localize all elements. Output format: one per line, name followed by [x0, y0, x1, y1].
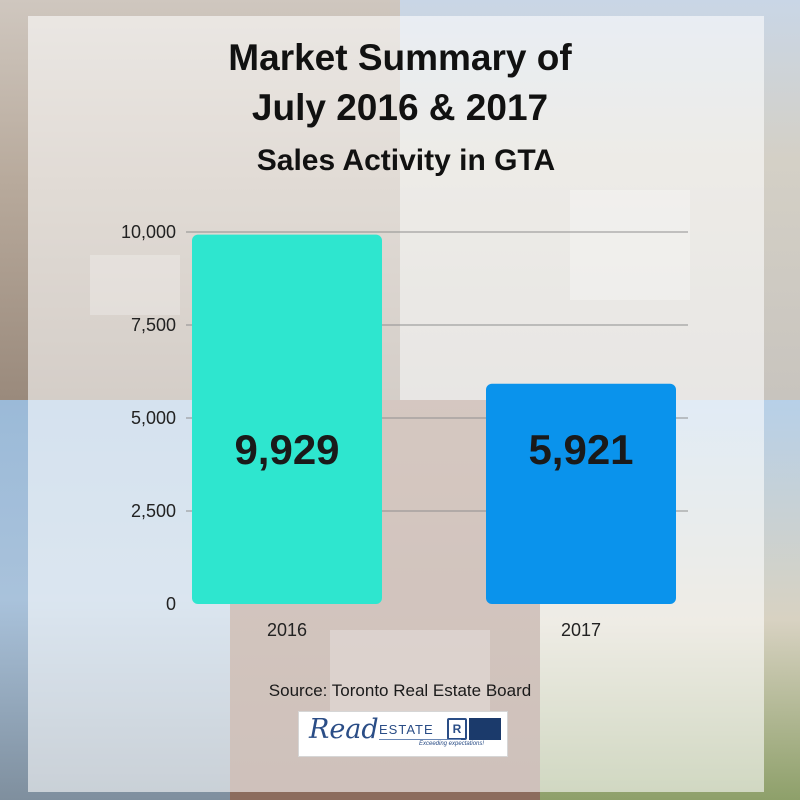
page-title-line-1: Market Summary of	[228, 37, 572, 78]
y-tick-label: 10,000	[121, 222, 176, 242]
house-r-icon: R	[447, 718, 467, 740]
source-note: Source: Toronto Real Estate Board	[268, 681, 532, 700]
y-tick-label: 7,500	[131, 315, 176, 335]
y-tick-label: 0	[166, 594, 176, 614]
brand-logo: Read ESTATE R Exceeding expectations!	[298, 711, 508, 757]
coldwell-banker-badge-icon	[469, 718, 501, 740]
bar-2017	[486, 383, 676, 604]
x-tick-label: 2016	[267, 620, 307, 640]
chart-subtitle: Sales Activity in GTA	[256, 144, 556, 177]
y-tick-label: 5,000	[131, 408, 176, 428]
page-title-line-2: July 2016 & 2017	[251, 87, 549, 128]
logo-read-text: Read	[309, 714, 379, 745]
y-tick-label: 2,500	[131, 501, 176, 521]
data-label: 5,921	[528, 426, 633, 473]
logo-divider	[379, 739, 461, 740]
logo-tagline: Exceeding expectations!	[419, 741, 485, 747]
bar-2016	[192, 234, 382, 604]
data-label: 9,929	[234, 426, 339, 473]
logo-estate-text: ESTATE	[379, 722, 434, 737]
x-tick-label: 2017	[561, 620, 601, 640]
